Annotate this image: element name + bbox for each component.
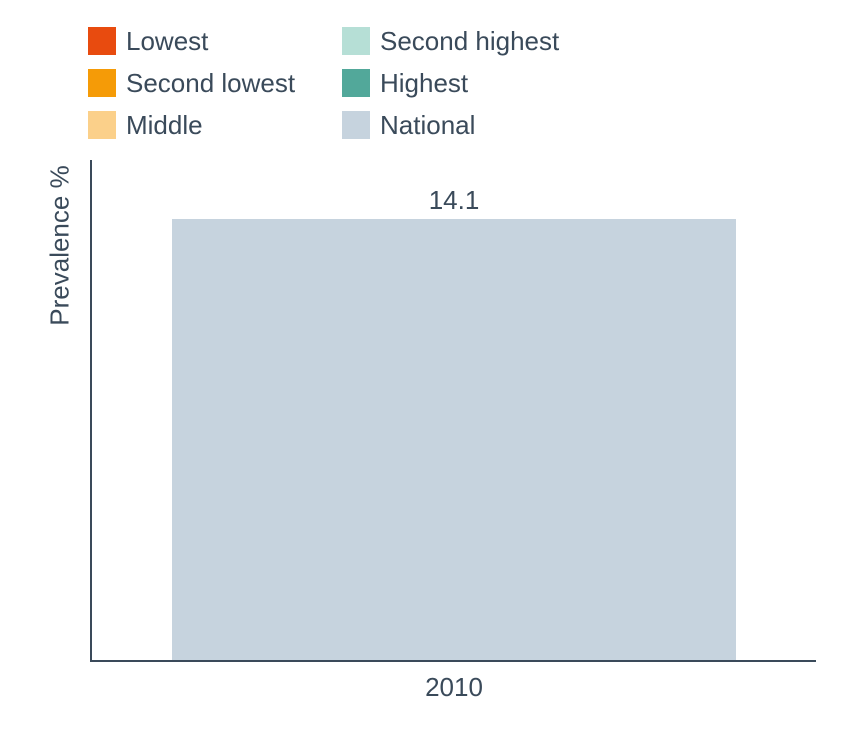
legend-label: Second lowest xyxy=(126,68,295,99)
legend-swatch xyxy=(88,69,116,97)
bar xyxy=(172,219,737,660)
legend-swatch xyxy=(342,69,370,97)
legend-swatch xyxy=(342,27,370,55)
legend-item: Second lowest xyxy=(88,62,342,104)
legend-item: Second highest xyxy=(342,20,622,62)
y-axis-label: Prevalence % xyxy=(45,116,76,376)
legend-item: Middle xyxy=(88,104,342,146)
y-axis-line xyxy=(90,160,92,662)
x-axis-line xyxy=(90,660,816,662)
legend-label: Second highest xyxy=(380,26,559,57)
prevalence-bar-chart: Lowest Second highest Second lowest Highest… xyxy=(0,0,860,745)
legend-label: Lowest xyxy=(126,26,208,57)
legend-label: Middle xyxy=(126,110,203,141)
chart-legend: Lowest Second highest Second lowest Highest… xyxy=(88,20,622,146)
legend-swatch xyxy=(88,27,116,55)
legend-label: National xyxy=(380,110,475,141)
legend-swatch xyxy=(342,111,370,139)
x-axis-category-label: 2010 xyxy=(425,672,483,703)
bar-value-label: 14.1 xyxy=(429,185,480,216)
legend-label: Highest xyxy=(380,68,468,99)
legend-swatch xyxy=(88,111,116,139)
legend-item: Lowest xyxy=(88,20,342,62)
legend-item: National xyxy=(342,104,622,146)
legend-item: Highest xyxy=(342,62,622,104)
plot-area: Prevalence % 14.1 2010 xyxy=(90,160,816,662)
